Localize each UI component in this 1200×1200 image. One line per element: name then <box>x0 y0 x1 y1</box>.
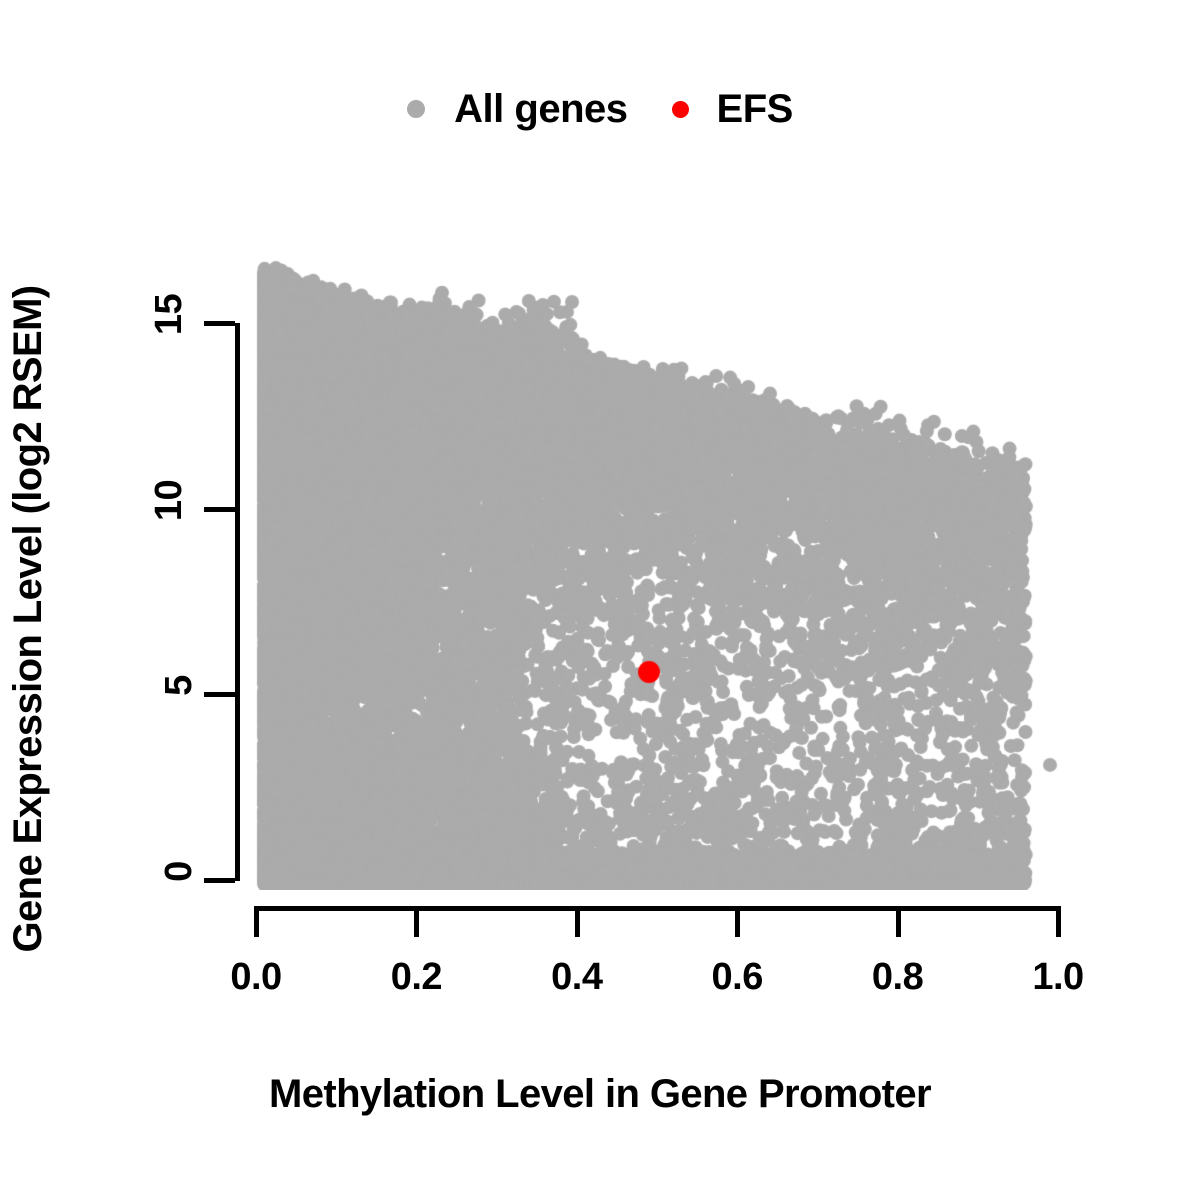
legend-entry-efs: EFS <box>671 87 794 131</box>
gray-dot-icon <box>407 100 426 118</box>
x-axis-tick-label: 1.0 <box>1032 956 1084 998</box>
red-dot-icon <box>671 100 689 118</box>
chart-legend: All genes EFS <box>0 78 1200 140</box>
x-axis-title: Methylation Level in Gene Promoter <box>0 1072 1200 1117</box>
y-axis-tick <box>204 692 235 698</box>
y-axis-tick-label: 10 <box>147 479 190 521</box>
x-axis-line <box>256 906 1059 911</box>
y-axis-title: Gene Expression Level (log2 RSEM) <box>0 0 62 1200</box>
legend-entry-all-genes: All genes <box>407 87 628 131</box>
legend-label-all-genes: All genes <box>454 87 628 131</box>
x-axis-tick-label: 0.8 <box>871 956 924 998</box>
data-points-canvas <box>256 240 1058 890</box>
x-axis-tick <box>735 906 741 937</box>
y-axis-tick <box>204 321 235 326</box>
x-axis-tick <box>1056 906 1061 937</box>
y-axis-tick <box>204 878 235 883</box>
x-axis-tick <box>254 906 259 937</box>
x-axis-tick <box>414 906 420 937</box>
y-axis-tick-label: 15 <box>147 293 190 336</box>
x-axis-title-text: Methylation Level in Gene Promoter <box>269 1072 932 1116</box>
x-axis-tick-label: 0.0 <box>230 956 282 998</box>
x-axis-tick-label: 0.4 <box>551 956 603 998</box>
plot-area <box>256 240 1058 890</box>
x-axis-tick-label: 0.6 <box>711 956 764 998</box>
x-axis-tick <box>895 906 901 937</box>
y-axis-tick <box>204 506 235 512</box>
x-axis-tick <box>574 906 580 937</box>
y-axis-tick-label: 5 <box>158 675 201 697</box>
legend-label-efs: EFS <box>716 87 794 131</box>
y-axis-tick-label: 0 <box>158 861 201 882</box>
x-axis-tick-label: 0.2 <box>390 956 443 998</box>
y-axis-line <box>235 323 240 881</box>
